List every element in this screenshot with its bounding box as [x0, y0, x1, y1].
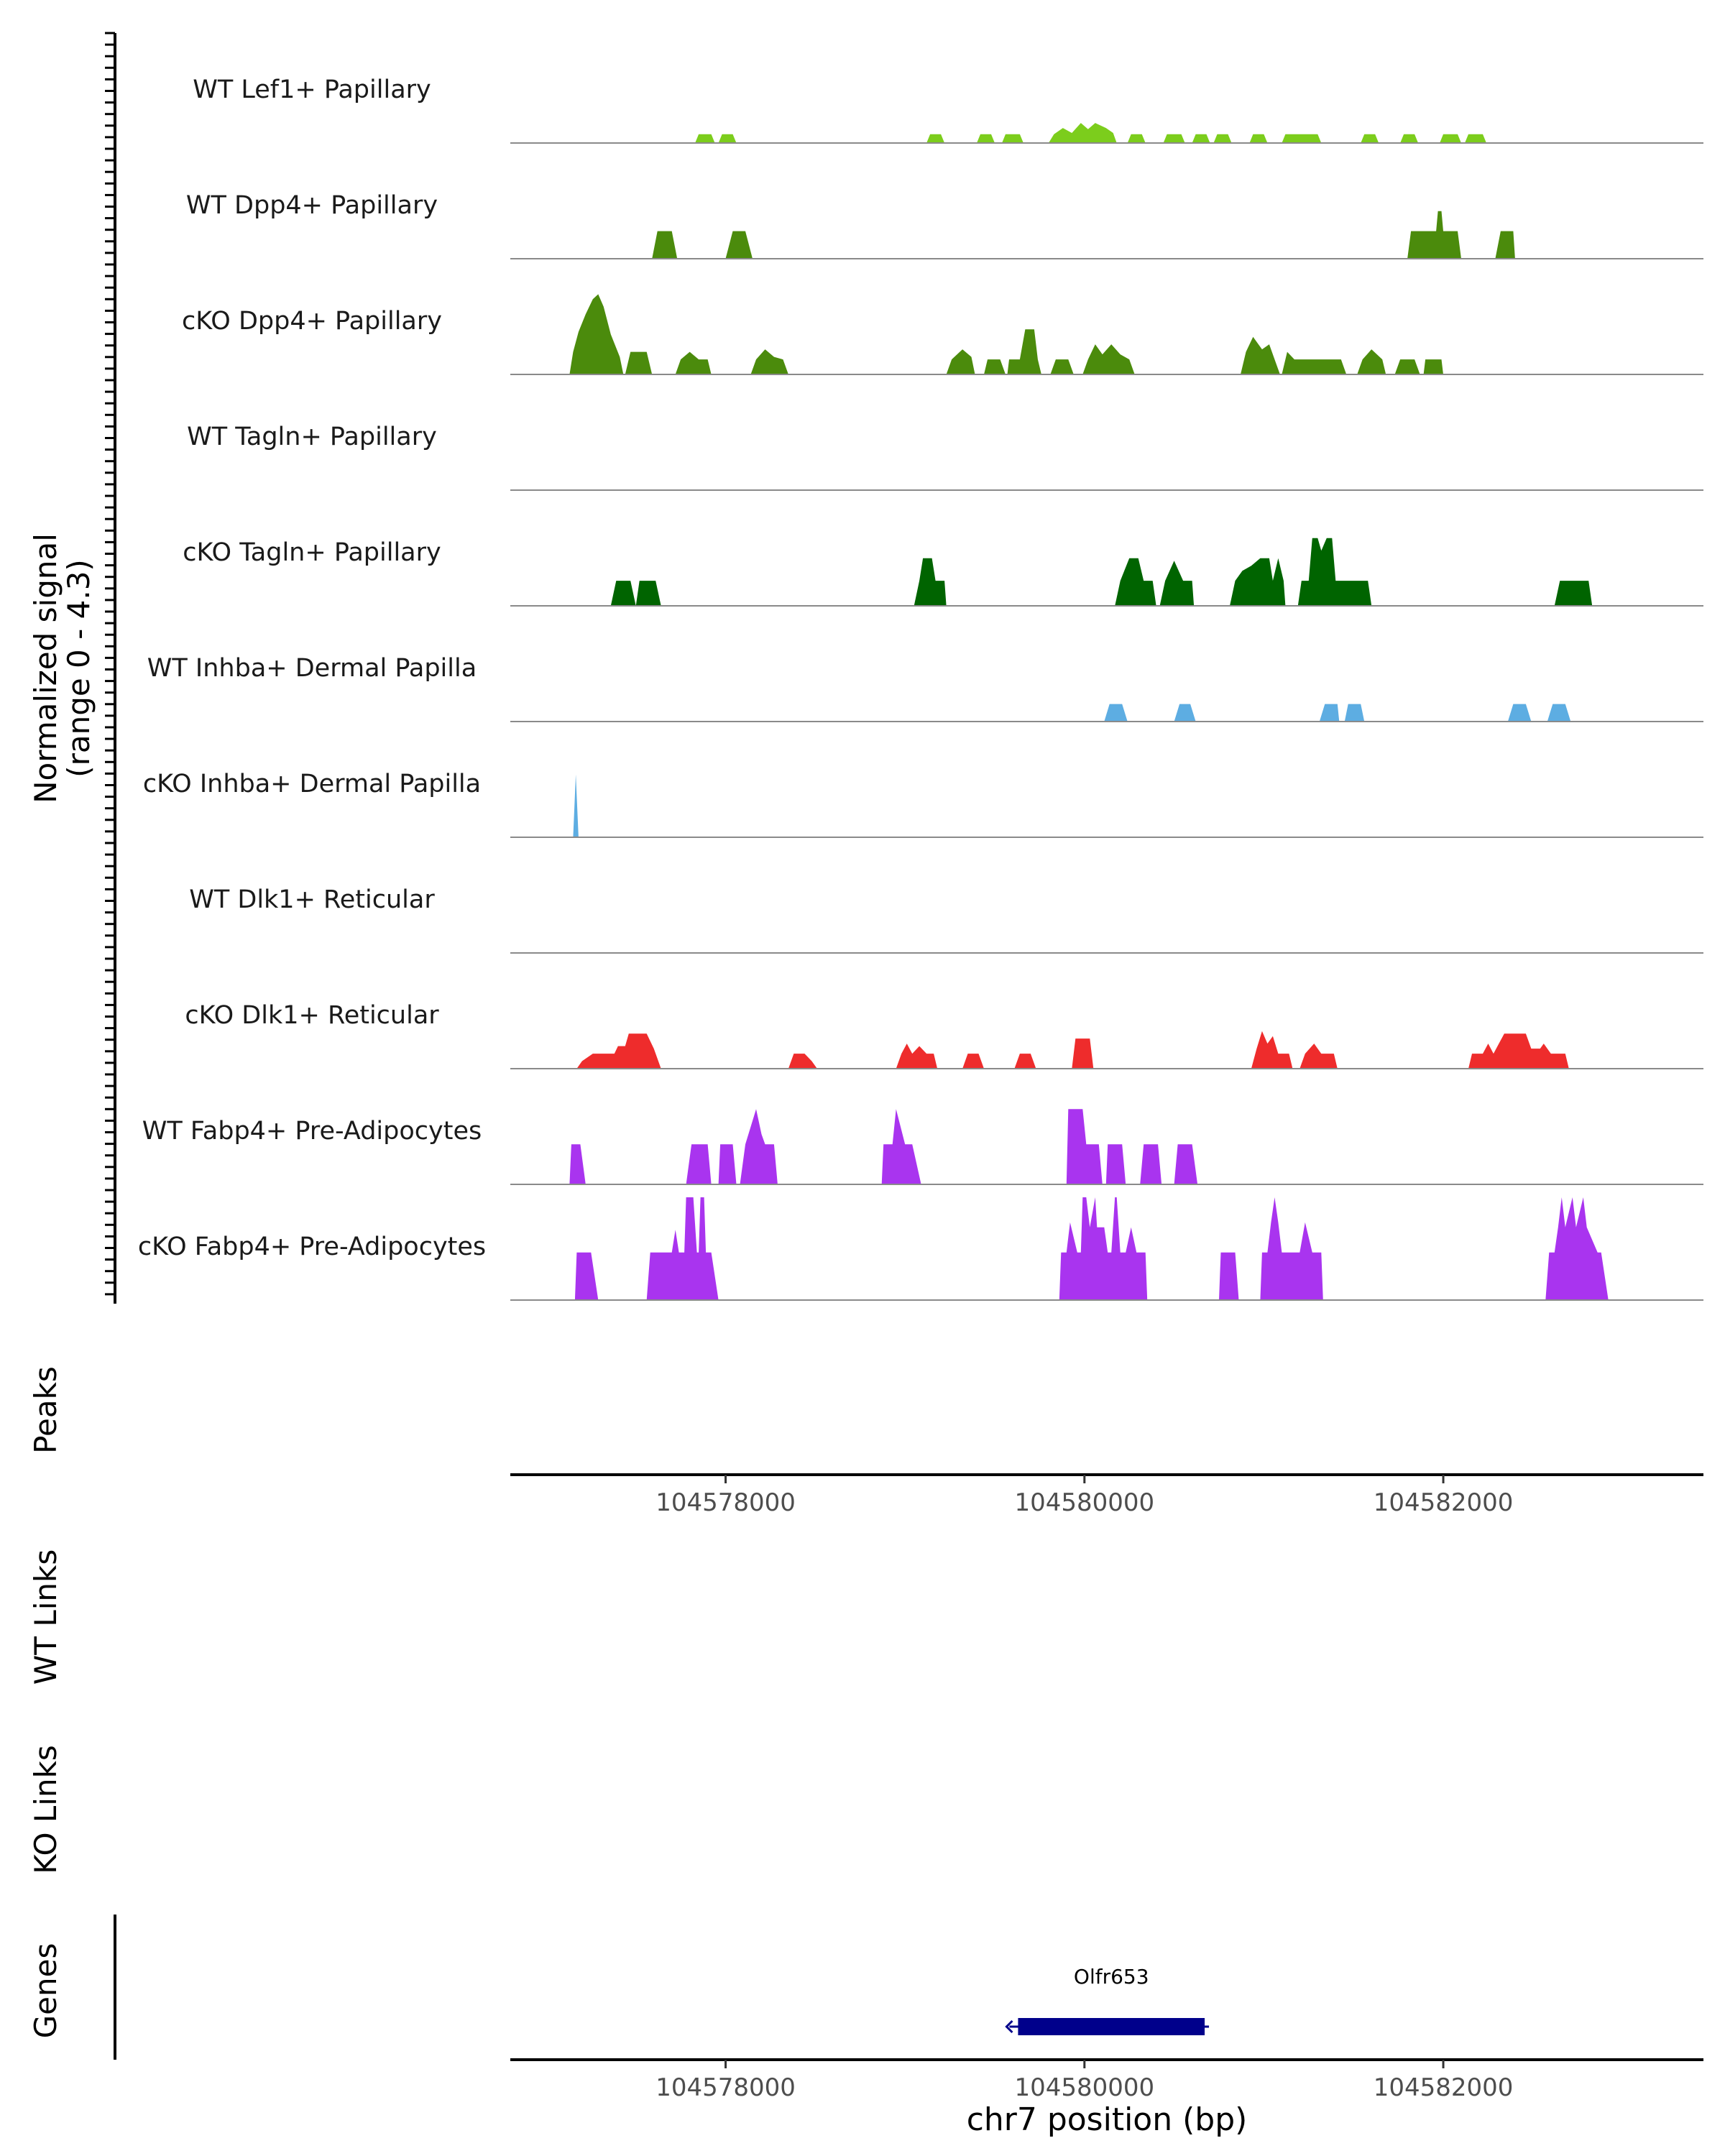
genes-x-axis-ticks: 104578000 104580000 104582000 [656, 2060, 1513, 2102]
coverage-area [652, 211, 1515, 259]
track-cko-fabp4-pre-adipocytes: cKO Fabp4+ Pre-Adipocytes [138, 1197, 1703, 1301]
x-tick-label: 104578000 [656, 1488, 796, 1517]
x-tick-label: 104580000 [1014, 2073, 1154, 2102]
track-cko-inhba-dermal-papilla: cKO Inhba+ Dermal Papilla [143, 770, 1703, 838]
track-wt-fabp4-pre-adipocytes: WT Fabp4+ Pre-Adipocytes [142, 1109, 1703, 1185]
coverage-area [695, 123, 1486, 143]
track-label: cKO Inhba+ Dermal Papilla [143, 770, 481, 798]
track-label: WT Dlk1+ Reticular [189, 885, 435, 914]
track-wt-dlk1-reticular: WT Dlk1+ Reticular [189, 885, 1703, 954]
peaks-track-label: Peaks [28, 1366, 63, 1454]
x-tick-label: 104580000 [1014, 1488, 1154, 1517]
track-label: WT Tagln+ Papillary [187, 423, 437, 451]
track-label: cKO Tagln+ Papillary [183, 538, 441, 567]
signal-axis-title-line1: Normalized signal [28, 533, 63, 803]
signal-axis-ticks [105, 32, 115, 1296]
peaks-x-axis-ticks: 104578000 104580000 104582000 [656, 1475, 1513, 1517]
track-wt-inhba-dermal-papilla: WT Inhba+ Dermal Papilla [147, 654, 1703, 722]
genes-track-label: Genes [28, 1943, 63, 2039]
track-label: cKO Dlk1+ Reticular [185, 1001, 439, 1030]
gene-olfr653: Olfr653 [1005, 1965, 1210, 2035]
x-tick-label: 104582000 [1374, 1488, 1514, 1517]
coverage-area [1104, 704, 1571, 722]
ko-links-track-label: KO Links [28, 1745, 63, 1874]
track-wt-tagln-papillary: WT Tagln+ Papillary [187, 423, 1703, 491]
track-label: WT Fabp4+ Pre-Adipocytes [142, 1117, 482, 1146]
coverage-area [574, 1197, 1609, 1300]
track-cko-dlk1-reticular: cKO Dlk1+ Reticular [185, 1001, 1703, 1069]
coverage-area [576, 1031, 1569, 1069]
coverage-area [569, 1109, 1198, 1184]
track-cko-tagln-papillary: cKO Tagln+ Papillary [183, 538, 1703, 607]
strand-arrow-icon [1005, 2019, 1013, 2034]
signal-axis-title-line2: (range 0 - 4.3) [61, 559, 96, 778]
gene-annotations: Olfr653 [1005, 1965, 1210, 2035]
track-label: WT Lef1+ Papillary [193, 75, 431, 104]
x-tick-label: 104578000 [656, 2073, 796, 2102]
track-wt-dpp4-papillary: WT Dpp4+ Papillary [186, 191, 1703, 259]
x-axis-title: chr7 position (bp) [967, 2101, 1248, 2138]
gene-label: Olfr653 [1074, 1965, 1149, 1989]
track-label: cKO Dpp4+ Papillary [182, 307, 442, 336]
coverage-area [610, 538, 1593, 606]
track-label: WT Dpp4+ Papillary [186, 191, 438, 220]
x-tick-label: 104582000 [1374, 2073, 1514, 2102]
coverage-area [573, 774, 579, 837]
track-label: WT Inhba+ Dermal Papilla [147, 654, 477, 683]
track-cko-dpp4-papillary: cKO Dpp4+ Papillary [182, 294, 1703, 375]
wt-links-track-label: WT Links [28, 1549, 63, 1685]
track-label: cKO Fabp4+ Pre-Adipocytes [138, 1233, 486, 1261]
coverage-tracks: WT Lef1+ Papillary WT Dpp4+ Papillary cKO … [138, 75, 1703, 1301]
track-wt-lef1-papillary: WT Lef1+ Papillary [193, 75, 1703, 144]
